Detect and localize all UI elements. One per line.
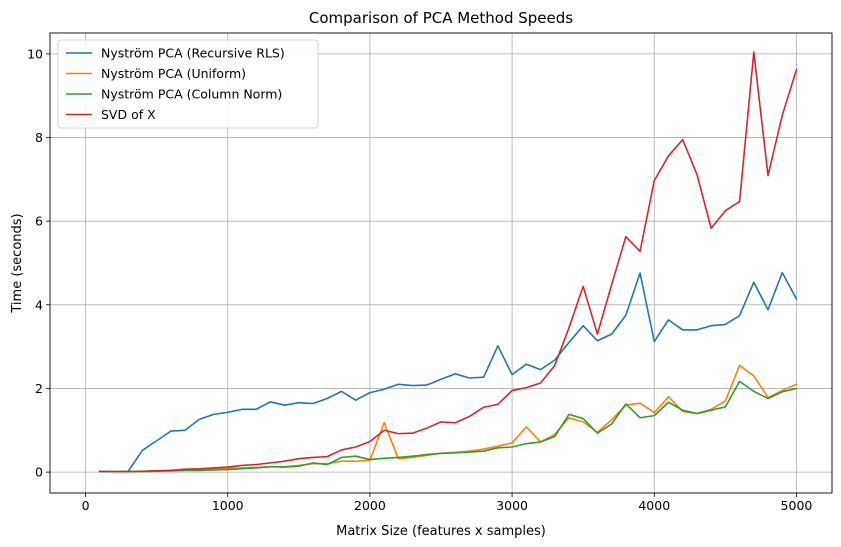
legend-box [57,39,319,129]
legend: Nyström PCA (Recursive RLS) Nyström PCA (… [57,39,319,129]
x-tick-label: 5000 [781,498,813,513]
y-tick-label: 8 [35,130,43,145]
y-tick-label: 0 [35,465,43,480]
y-tick-label: 6 [35,214,43,229]
series-line-2 [98,380,798,473]
legend-label-2: Nyström PCA (Column Norm) [101,87,282,102]
legend-label-1: Nyström PCA (Uniform) [101,66,246,81]
legend-label-0: Nyström PCA (Recursive RLS) [101,46,285,61]
x-tick-label: 3000 [496,498,528,513]
legend-label-3: SVD of X [101,107,156,122]
x-tick-label: 4000 [638,498,670,513]
x-axis-label: Matrix Size (features x samples) [336,524,546,539]
y-tick-label: 10 [27,46,43,61]
series-line-0 [98,271,798,473]
series-line-3 [98,51,798,473]
x-tick-label: 0 [82,498,90,513]
plot-frame [49,32,833,494]
y-axis-label: Time (seconds) [10,213,25,313]
series-lines [98,51,798,473]
x-axis-ticks: 0 1000 2000 3000 4000 5000 [82,493,813,513]
grid-lines [50,33,832,493]
chart-title: Comparison of PCA Method Speeds [309,9,573,27]
y-tick-label: 4 [35,297,43,312]
x-tick-label: 1000 [212,498,244,513]
y-tick-label: 2 [35,381,43,396]
x-tick-label: 2000 [354,498,386,513]
y-axis-ticks: 0 2 4 6 8 10 [27,46,50,480]
